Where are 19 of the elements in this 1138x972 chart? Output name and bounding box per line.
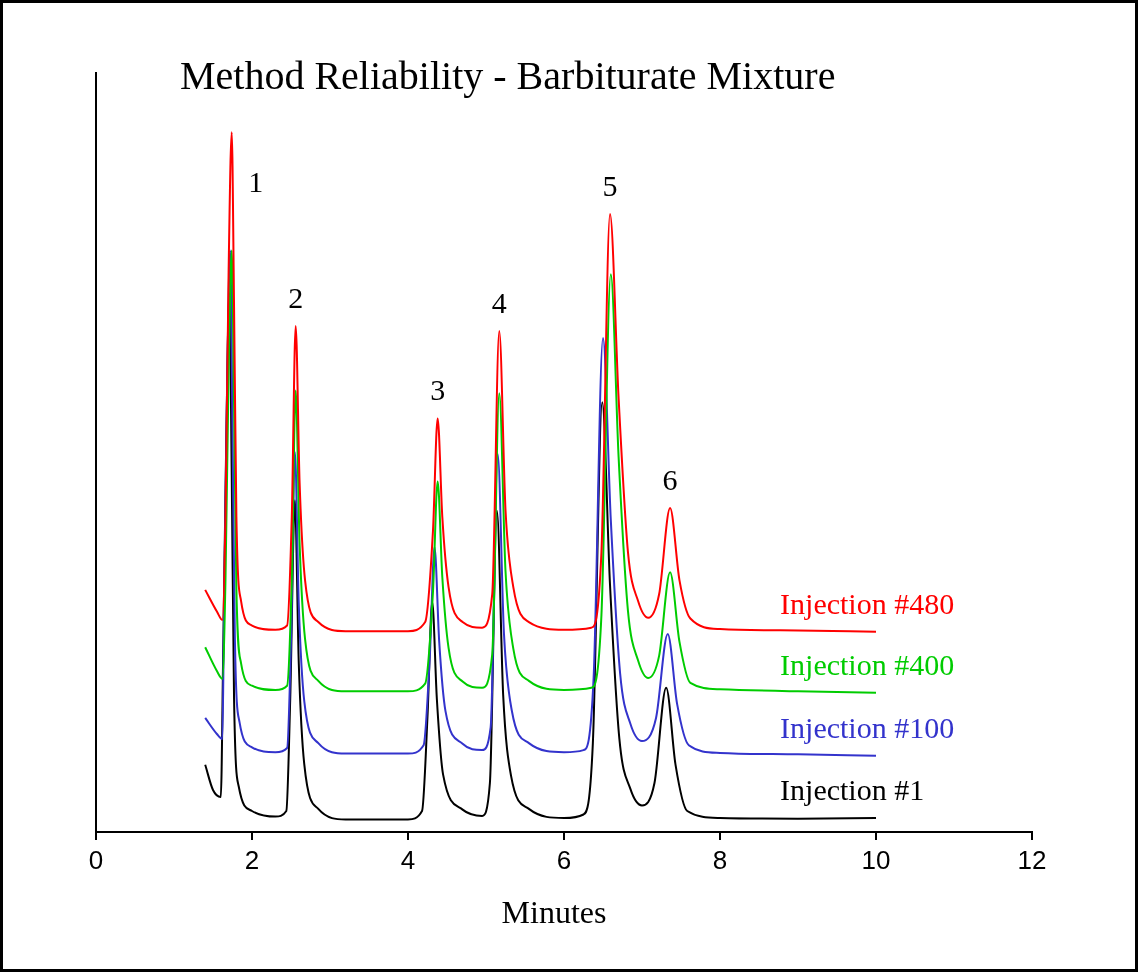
x-tick-label: 0 [88, 844, 104, 875]
x-tick-label: 6 [556, 844, 572, 875]
series-label: Injection #480 [780, 586, 955, 620]
series-label: Injection #100 [780, 710, 955, 744]
annotation: 4 [491, 285, 507, 319]
series-label: Injection #1 [780, 772, 925, 806]
annotation: 6 [662, 462, 678, 496]
x-tick-label: 2 [244, 844, 260, 875]
series-label: Injection #400 [780, 647, 955, 681]
x-tick-label: 8 [712, 844, 728, 875]
annotation: 3 [430, 373, 446, 407]
x-tick-label: 10 [861, 844, 891, 875]
annotation: 2 [288, 280, 304, 314]
x-tick-label: 4 [400, 844, 416, 875]
x-tick-label: 12 [1017, 844, 1047, 875]
annotation: 1 [248, 165, 264, 199]
chart-title: Method Reliability - Barbiturate Mixture [180, 52, 836, 98]
x-axis-title: Minutes [501, 894, 607, 931]
annotation: 5 [602, 168, 618, 202]
